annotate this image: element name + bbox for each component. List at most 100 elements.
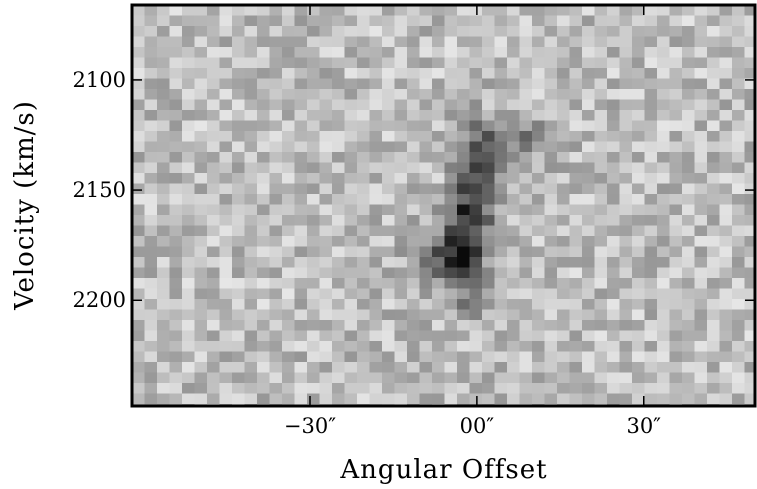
pixel bbox=[557, 246, 570, 258]
pixel bbox=[244, 246, 258, 258]
pixel bbox=[257, 246, 270, 258]
pixel bbox=[132, 152, 145, 163]
pixel bbox=[632, 152, 645, 163]
pixel bbox=[182, 36, 195, 48]
pixel bbox=[432, 99, 445, 111]
pixel bbox=[619, 78, 633, 90]
pixel bbox=[419, 320, 433, 331]
pixel bbox=[494, 152, 508, 163]
pixel bbox=[669, 141, 683, 153]
pixel bbox=[669, 110, 683, 121]
pixel bbox=[182, 362, 195, 373]
pixel bbox=[732, 257, 745, 268]
pixel bbox=[357, 267, 370, 279]
pixel bbox=[469, 183, 483, 195]
pixel bbox=[219, 57, 233, 69]
pixel bbox=[744, 204, 755, 216]
pixel bbox=[207, 15, 220, 27]
pixel bbox=[407, 257, 420, 268]
pixel bbox=[369, 236, 383, 247]
pixel bbox=[394, 78, 408, 90]
pixel bbox=[532, 194, 545, 205]
pixel bbox=[294, 141, 308, 153]
pixel bbox=[332, 225, 345, 237]
pixel bbox=[482, 246, 495, 258]
pixel bbox=[244, 320, 258, 331]
pixel bbox=[282, 330, 295, 342]
pixel bbox=[432, 236, 445, 247]
pixel bbox=[707, 225, 720, 237]
pixel bbox=[657, 351, 670, 363]
pixel bbox=[469, 78, 483, 90]
pixel bbox=[132, 341, 145, 352]
pixel bbox=[419, 57, 433, 69]
pixel bbox=[244, 99, 258, 111]
pixel bbox=[632, 225, 645, 237]
pixel bbox=[432, 362, 445, 373]
pixel bbox=[382, 330, 395, 342]
pixel bbox=[332, 215, 345, 226]
pixel bbox=[257, 36, 270, 48]
pixel bbox=[307, 236, 320, 247]
pixel bbox=[282, 26, 295, 37]
pixel bbox=[169, 183, 183, 195]
pixel bbox=[269, 173, 283, 184]
pixel bbox=[444, 320, 458, 331]
pixel bbox=[657, 309, 670, 321]
pixel bbox=[657, 36, 670, 48]
pixel bbox=[444, 99, 458, 111]
pixel bbox=[607, 362, 620, 373]
x-tick-label: 00″ bbox=[460, 414, 495, 438]
pixel bbox=[532, 225, 545, 237]
pixel bbox=[232, 278, 245, 289]
pixel bbox=[207, 36, 220, 48]
pixel bbox=[482, 225, 495, 237]
pixel bbox=[257, 393, 270, 405]
pixel bbox=[494, 236, 508, 247]
pixel bbox=[269, 78, 283, 90]
pixel bbox=[632, 120, 645, 132]
pixel bbox=[132, 215, 145, 226]
pixel bbox=[282, 5, 295, 16]
pixel bbox=[257, 26, 270, 37]
pixel bbox=[594, 47, 608, 58]
pixel bbox=[569, 351, 583, 363]
pixel bbox=[494, 131, 508, 142]
pixel bbox=[732, 372, 745, 384]
pixel bbox=[732, 225, 745, 237]
pixel bbox=[669, 204, 683, 216]
pixel bbox=[457, 341, 470, 352]
pixel bbox=[169, 257, 183, 268]
pixel bbox=[332, 120, 345, 132]
pixel bbox=[169, 309, 183, 321]
pixel bbox=[444, 362, 458, 373]
pixel bbox=[194, 257, 208, 268]
pixel bbox=[169, 299, 183, 310]
pixel bbox=[307, 131, 320, 142]
pixel bbox=[707, 204, 720, 216]
pixel bbox=[732, 351, 745, 363]
pixel bbox=[332, 351, 345, 363]
pixel bbox=[719, 57, 733, 69]
pixel bbox=[744, 162, 755, 174]
pixel bbox=[494, 225, 508, 237]
pixel bbox=[344, 309, 358, 321]
pixel bbox=[469, 393, 483, 405]
pixel bbox=[382, 288, 395, 300]
pixel bbox=[182, 152, 195, 163]
pixel bbox=[394, 383, 408, 394]
pixel bbox=[432, 299, 445, 310]
pixel bbox=[407, 225, 420, 237]
pixel bbox=[232, 120, 245, 132]
pixel bbox=[294, 26, 308, 37]
pixel bbox=[207, 152, 220, 163]
pixel bbox=[432, 5, 445, 16]
pixel bbox=[332, 36, 345, 48]
pixel bbox=[282, 288, 295, 300]
pixel bbox=[419, 89, 433, 100]
pixel bbox=[407, 372, 420, 384]
pixel bbox=[707, 173, 720, 184]
pixel bbox=[732, 246, 745, 258]
pixel bbox=[544, 26, 558, 37]
pixel bbox=[682, 362, 695, 373]
